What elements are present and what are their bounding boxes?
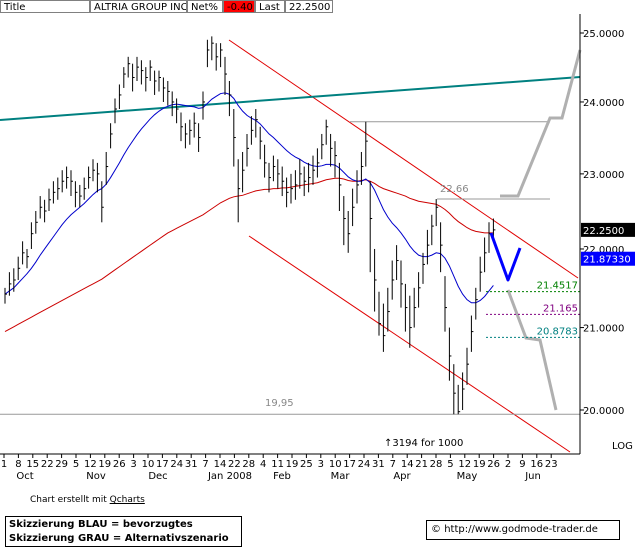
header-netpct-label: Net% [187,0,223,13]
y-axis: 25.0000 24.0000 23.0000 22.0000 21.0000 20.00… [579,14,635,454]
grey-scenario-up-sketch [500,49,582,198]
ma-long-line [4,177,494,333]
credit-link[interactable]: Qcharts [109,495,145,505]
fib-levels: 21.4517 21.165 20.8783 [486,281,580,338]
y-tick-label: 20.0000 [583,406,624,417]
moving-averages [4,92,494,333]
x-tick-label: 15 [26,459,39,470]
x-tick-label: 5 [447,459,453,470]
legend-grey: Skizzierung GRAU = Alternativszenario [5,531,242,547]
x-tick-label: 22 [228,459,241,470]
x-tick-label: 5 [73,459,79,470]
x-tick-label: 23 [545,459,558,470]
x-tick-label: 25 [300,459,313,470]
ma-value-tag [581,251,635,266]
x-tick-label: 3 [318,459,324,470]
x-tick-label: 19 [473,459,486,470]
long-trendline [0,76,581,121]
x-tick-label: 19 [286,459,299,470]
x-tick-label: 21 [415,459,428,470]
x-tick-label: 31 [372,459,385,470]
x-tick-label: 14 [401,459,414,470]
x-tick-label: 24 [358,459,371,470]
x-tick-label: 24 [170,459,183,470]
copyright-icon: © [431,524,441,535]
x-tick-label: 11 [271,459,284,470]
ma-short-line [4,92,494,304]
header-netpct-value: -0.40 [223,0,255,13]
x-tick-label: 10 [142,459,155,470]
level-label: 20.8783 [537,326,578,337]
source-box[interactable]: © http://www.godmode-trader.de [426,520,620,540]
x-month-label: Nov [86,471,106,482]
header-last-value: 22.2500 [285,0,333,13]
plot-area [0,14,580,454]
y-tick-label: 23.0000 [583,170,624,181]
x-tick-label: 19 [98,459,111,470]
source-url[interactable]: http://www.godmode-trader.de [444,524,598,535]
level-label: 21.165 [543,303,578,314]
x-tick-label: 10 [329,459,342,470]
x-tick-label: 22 [41,459,54,470]
volume-note: ↑3194 for 1000 [384,438,463,449]
x-tick-label: 12 [84,459,97,470]
x-axis: 1 8 15 22 29 5 12 19 26 3 10 17 24 31 7 14 22 28 4 11 19 25 3 1… [0,453,580,482]
x-month-label: Apr [393,471,411,482]
credit-prefix: Chart erstellt mit [30,495,110,505]
x-month-label: May [457,471,478,482]
y-tick-label: 22.0000 [583,245,624,256]
x-tick-label: 2 [505,459,511,470]
last-price-tag [581,222,635,237]
x-tick-label: 16 [530,459,543,470]
x-tick-label: 7 [390,459,396,470]
x-tick-label: 3 [130,459,136,470]
x-tick-label: 31 [185,459,198,470]
x-tick-label: 9 [519,459,525,470]
x-tick-label: 12 [458,459,471,470]
low-annotation: 19,95 [265,398,294,409]
channel-upper-line [228,39,579,279]
y-tick-label: 21.0000 [583,324,624,335]
y-axis-label: LOG [612,441,633,452]
horizontal-levels [0,121,580,415]
level-label: 21.4517 [537,281,578,292]
x-tick-label: 26 [487,459,500,470]
header-last-label: Last [255,0,285,13]
ma-value-tag-label: 21.87330 [583,255,631,266]
x-month-label: Jun [524,471,541,482]
x-tick-label: 8 [15,459,21,470]
x-tick-label: 1 [1,459,7,470]
y-tick-label: 24.0000 [583,98,624,109]
high-annotation: 22.66 [440,184,469,195]
x-tick-label: 4 [260,459,266,470]
x-tick-label: 17 [156,459,169,470]
x-tick-label: 17 [343,459,356,470]
chart-credit: Chart erstellt mit Qcharts [30,495,145,505]
chart-annotations: 22.66 19,95 ↑3194 for 1000 [265,184,469,449]
x-tick-label: 14 [214,459,227,470]
y-tick-label: 25.0000 [583,29,624,40]
last-price-tag-label: 22.2500 [583,226,624,237]
x-month-label: Dec [148,471,167,482]
x-tick-label: 26 [113,459,126,470]
x-month-label: Feb [273,471,291,482]
scenario-sketches [489,49,582,411]
price-bars [4,36,496,415]
header-stock-name: ALTRIA GROUP INC [90,0,187,13]
x-month-label: Mar [331,471,351,482]
x-month-label: Jan 2008 [207,471,252,482]
x-tick-label: 7 [202,459,208,470]
x-tick-label: 29 [55,459,68,470]
header-title-label: Title [0,0,90,13]
grey-scenario-down-sketch [506,289,558,411]
x-tick-label: 28 [430,459,443,470]
x-month-label: Oct [16,471,33,482]
blue-scenario-sketch [489,232,522,282]
x-tick-label: 28 [242,459,255,470]
